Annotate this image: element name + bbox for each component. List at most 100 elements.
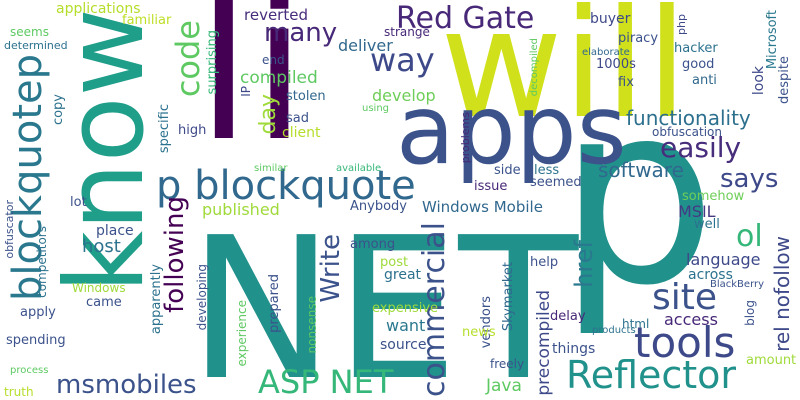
word-want: want bbox=[386, 316, 426, 335]
word-surprising: surprising bbox=[205, 30, 220, 95]
word-obfuscation: obfuscation bbox=[652, 125, 722, 139]
word-obfuscator: obfuscator bbox=[3, 200, 16, 259]
word-java: Java bbox=[486, 376, 522, 396]
word-msmobiles: msmobiles bbox=[56, 370, 197, 400]
word-blog: blog bbox=[743, 300, 757, 326]
word-lot: lot bbox=[70, 195, 87, 210]
word-easily: easily bbox=[660, 131, 742, 164]
word-day: day bbox=[256, 94, 281, 135]
word-applications: applications bbox=[56, 1, 141, 17]
word-reflector: Reflector bbox=[566, 353, 737, 397]
word-experience: experience bbox=[235, 300, 249, 367]
word-php: php bbox=[675, 14, 688, 35]
word-way: way bbox=[370, 41, 435, 79]
word-many: many bbox=[264, 18, 338, 48]
word-software: software bbox=[598, 158, 684, 182]
word-nonsense: nonsense bbox=[305, 296, 319, 354]
word-ip: IP bbox=[239, 86, 253, 97]
word-net: NET bbox=[188, 196, 579, 400]
word-great: great bbox=[384, 267, 422, 283]
word-p-big: p bbox=[558, 49, 717, 340]
word-windows: Windows bbox=[72, 281, 126, 295]
word-following: following bbox=[160, 196, 190, 313]
word-came: came bbox=[86, 295, 122, 310]
word-tools: tools bbox=[634, 318, 736, 367]
word-place: place bbox=[96, 223, 134, 239]
word-despite: despite bbox=[777, 56, 792, 104]
word-sad: sad bbox=[286, 111, 309, 126]
word-ol: ol bbox=[736, 219, 763, 254]
word-will: will bbox=[440, 0, 688, 152]
word-freely: freely bbox=[490, 357, 525, 371]
word-apparently: apparently bbox=[149, 264, 164, 335]
word-piracy: piracy bbox=[618, 31, 659, 46]
word-precompiled: precompiled bbox=[534, 290, 554, 396]
word-truth: truth bbox=[4, 385, 34, 399]
word-prepared: prepared bbox=[267, 274, 282, 333]
word-source: source bbox=[380, 337, 427, 353]
word-process: process bbox=[10, 365, 49, 376]
word-html: html bbox=[622, 317, 650, 331]
word-across: across bbox=[688, 267, 733, 283]
word-products: products bbox=[592, 325, 636, 336]
word-things: things bbox=[552, 341, 596, 357]
word-end: end bbox=[262, 53, 285, 67]
word-rel-nofollow: rel nofollow bbox=[770, 236, 794, 352]
word-client: client bbox=[282, 125, 321, 141]
word-copy: copy bbox=[51, 94, 66, 126]
word-says: says bbox=[720, 164, 779, 194]
word-blackberry: BlackBerry bbox=[710, 279, 765, 290]
word-well: well bbox=[694, 217, 720, 232]
word-windows-mobile: Windows Mobile bbox=[422, 198, 543, 216]
word-problems: problems bbox=[459, 112, 472, 164]
word-decompiled: decompiled bbox=[529, 38, 540, 97]
word-strange: strange bbox=[384, 25, 430, 39]
word-determined: determined bbox=[4, 39, 68, 52]
word-spending: spending bbox=[6, 333, 66, 348]
word-reverted: reverted bbox=[244, 6, 308, 24]
word-msil: MSIL bbox=[678, 202, 716, 221]
word-developing: developing bbox=[195, 264, 209, 331]
word-language: language bbox=[686, 250, 761, 269]
word-published: published bbox=[202, 200, 280, 219]
word-somehow: somehow bbox=[682, 189, 745, 204]
word-specific: specific bbox=[157, 104, 172, 154]
word-elaborate: elaborate bbox=[582, 47, 630, 58]
word-1000s: 1000s bbox=[596, 57, 636, 72]
word-stolen: stolen bbox=[286, 89, 326, 104]
word-anybody: Anybody bbox=[350, 199, 407, 214]
word-similar: similar bbox=[254, 163, 288, 174]
word-functionality: functionality bbox=[626, 106, 751, 130]
word-anti: anti bbox=[692, 73, 717, 88]
word-seems: seems bbox=[10, 25, 49, 39]
word-skymarket: Skymarket bbox=[501, 262, 516, 332]
word-competitors: competitors bbox=[35, 226, 49, 298]
word-p-blockquote: p blockquote bbox=[156, 163, 416, 209]
word-fix: fix bbox=[618, 75, 634, 90]
word-asp-net: ASP NET bbox=[258, 363, 394, 400]
word-available: available bbox=[336, 163, 382, 174]
word-post: post bbox=[380, 255, 409, 270]
word-apply: apply bbox=[20, 305, 56, 320]
word-issue: issue bbox=[474, 179, 508, 194]
word-access: access bbox=[664, 310, 718, 329]
word-delay: delay bbox=[550, 309, 586, 324]
word-seemed: seemed bbox=[530, 175, 582, 190]
word-good: good bbox=[682, 57, 715, 72]
word-develop: develop bbox=[372, 86, 436, 105]
word-less: less bbox=[534, 163, 560, 178]
word-help: help bbox=[530, 255, 559, 270]
word-side: side bbox=[494, 163, 521, 178]
word-among: among bbox=[350, 237, 396, 252]
word-buyer: buyer bbox=[590, 11, 631, 27]
word-code: code bbox=[169, 20, 207, 98]
word-familiar: familiar bbox=[122, 13, 172, 28]
word-apps: apps bbox=[396, 74, 627, 186]
word-expensive: expensive bbox=[372, 301, 439, 316]
word-deliver: deliver bbox=[338, 36, 393, 55]
word-amount: amount bbox=[746, 353, 797, 368]
word-using: using bbox=[362, 103, 390, 114]
word-high: high bbox=[178, 123, 207, 138]
word-li: li bbox=[196, 0, 308, 186]
